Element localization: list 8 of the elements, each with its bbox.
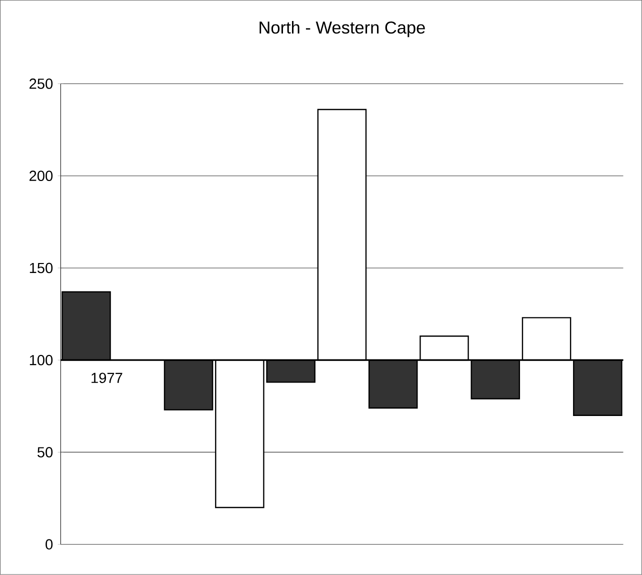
y-tick-label: 200 <box>30 170 53 182</box>
y-tick-label: 0 <box>46 539 53 550</box>
y-tick-label: 250 <box>30 78 53 89</box>
x-tick-label: 1977 <box>92 372 122 384</box>
y-tick-label: 50 <box>38 447 53 458</box>
y-tick-label: 100 <box>30 355 53 366</box>
y-tick-label: 150 <box>30 262 53 274</box>
chart-title: North - Western Cape <box>260 21 425 38</box>
